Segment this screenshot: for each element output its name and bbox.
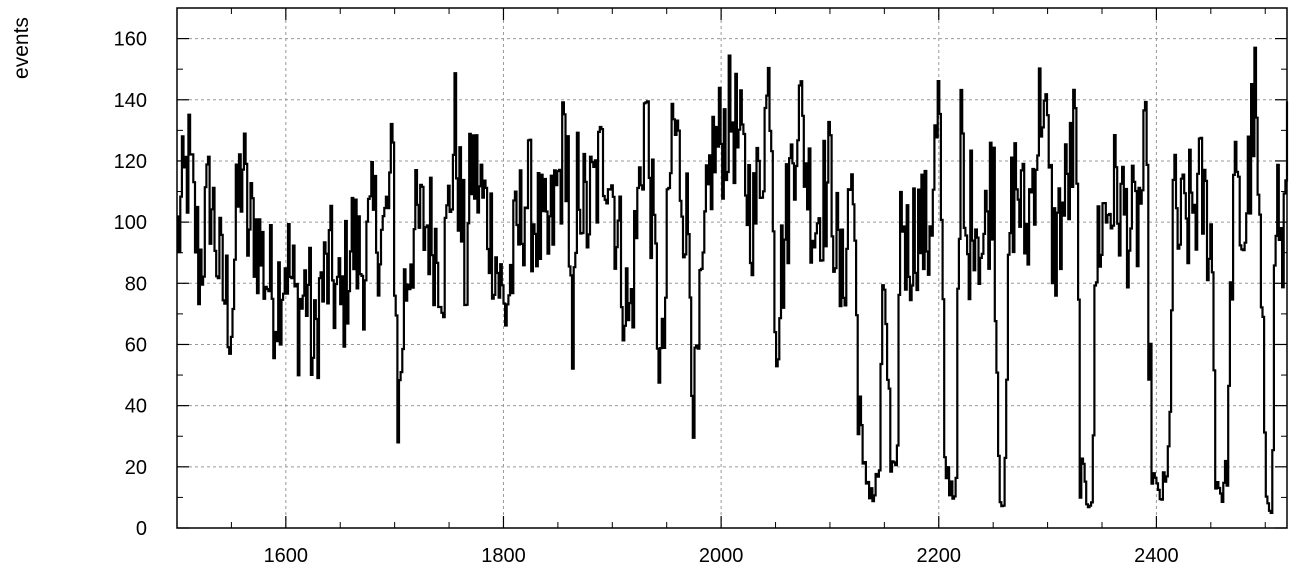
y-tick-label: 60 [125, 334, 147, 356]
y-axis-label: events [10, 17, 33, 79]
y-tick-labels: 0 20 40 60 80 100 120 140 160 [114, 29, 147, 540]
grid [177, 8, 1287, 528]
x-tick-label: 1600 [264, 545, 309, 567]
y-tick-label: 100 [114, 212, 147, 234]
x-tick-label: 2400 [1134, 545, 1179, 567]
series-line [177, 46, 1289, 514]
x-tick-labels: 1600 1800 2000 2200 2400 [264, 545, 1179, 567]
y-tick-label: 80 [125, 273, 147, 295]
x-tick-label: 2200 [917, 545, 962, 567]
y-tick-label: 20 [125, 457, 147, 479]
y-tick-label: 0 [136, 518, 147, 540]
x-tick-label: 1800 [481, 545, 526, 567]
y-tick-label: 40 [125, 396, 147, 418]
y-tick-label: 140 [114, 90, 147, 112]
x-tick-label: 2000 [699, 545, 744, 567]
plot-frame [176, 7, 1288, 529]
y-tick-label: 120 [114, 151, 147, 173]
y-tick-label: 160 [114, 29, 147, 51]
